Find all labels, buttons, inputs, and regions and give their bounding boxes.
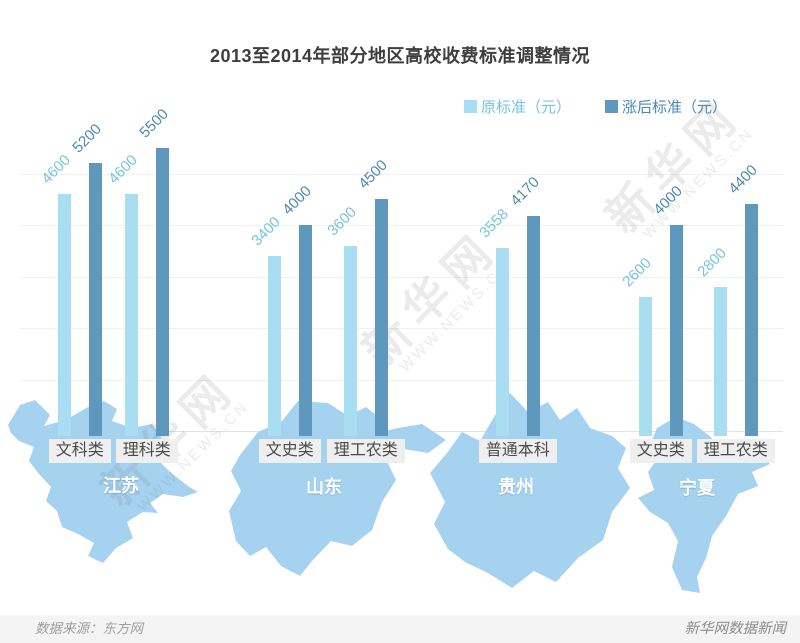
category-label: 文科类 bbox=[48, 439, 111, 463]
category-label: 文史类 bbox=[258, 439, 321, 463]
bar-raised-standard bbox=[669, 225, 683, 436]
category-label: 理工农类 bbox=[326, 439, 405, 463]
legend-item-original: 原标准（元） bbox=[464, 96, 571, 117]
page-title: 2013至2014年部分地区高校收费标准调整情况 bbox=[209, 46, 591, 66]
bar-original-standard bbox=[344, 245, 357, 436]
category-label: 文史类 bbox=[629, 439, 692, 463]
bar-value-label: 4170 bbox=[506, 173, 543, 210]
bar-raised-standard bbox=[88, 163, 102, 436]
bar-value-label: 4000 bbox=[649, 182, 686, 219]
bar-raised-standard bbox=[298, 225, 312, 436]
category-label: 理科类 bbox=[115, 439, 178, 463]
category-label: 普通本科 bbox=[478, 439, 557, 463]
bar-value-label: 2600 bbox=[619, 254, 655, 291]
province-label-ningxia: 宁夏 bbox=[679, 478, 715, 498]
gridline bbox=[20, 328, 783, 329]
bar-original-standard bbox=[714, 286, 727, 436]
legend-swatch-raised-icon bbox=[605, 100, 619, 113]
bar-raised-standard bbox=[155, 147, 169, 436]
bar-value-label: 3400 bbox=[248, 213, 284, 250]
gridline bbox=[20, 276, 783, 278]
gridline bbox=[20, 173, 783, 175]
chart-legend: 原标准（元） 涨后标准（元） bbox=[464, 96, 727, 117]
bar-value-label: 4500 bbox=[354, 156, 391, 193]
province-label-guizhou: 贵州 bbox=[498, 477, 534, 497]
bar-value-label: 5200 bbox=[68, 120, 105, 157]
bar-original-standard bbox=[58, 194, 71, 436]
category-label: 理工农类 bbox=[696, 439, 775, 463]
gridline bbox=[20, 225, 783, 226]
bar-value-label: 4400 bbox=[724, 162, 761, 198]
bar-raised-standard bbox=[744, 204, 758, 436]
gridline bbox=[20, 379, 783, 381]
bar-original-standard bbox=[496, 247, 509, 436]
legend-item-raised: 涨后标准（元） bbox=[605, 96, 727, 117]
province-label-jiangsu: 江苏 bbox=[103, 476, 139, 496]
credit-text: 新华网数据新闻 bbox=[684, 621, 787, 637]
bar-value-label: 3600 bbox=[324, 203, 360, 239]
data-source-text: 数据来源：东方网 bbox=[35, 621, 143, 636]
plot-area: 新华网 WWW.NEWS.CN 新华网 WWW.NEWS.CN 新华网 WWW.… bbox=[8, 88, 783, 593]
bar-raised-standard bbox=[526, 216, 540, 436]
bar-value-label: 4600 bbox=[38, 151, 74, 188]
legend-label-original: 原标准（元） bbox=[481, 99, 572, 116]
legend-label-raised: 涨后标准（元） bbox=[622, 99, 728, 116]
footer-bar: 数据来源：东方网 新华网数据新闻 bbox=[0, 615, 800, 643]
province-label-shandong: 山东 bbox=[306, 477, 342, 497]
bar-value-label: 4000 bbox=[278, 182, 315, 219]
bar-value-label: 4600 bbox=[105, 151, 141, 188]
bar-value-label: 5500 bbox=[135, 105, 172, 142]
legend-swatch-original-icon bbox=[464, 100, 477, 113]
bar-value-label: 3558 bbox=[476, 205, 512, 242]
bar-original-standard bbox=[268, 255, 281, 436]
bar-original-standard bbox=[639, 297, 652, 436]
bar-raised-standard bbox=[374, 199, 388, 436]
bar-original-standard bbox=[125, 194, 138, 436]
bar-value-label: 2800 bbox=[694, 244, 730, 281]
